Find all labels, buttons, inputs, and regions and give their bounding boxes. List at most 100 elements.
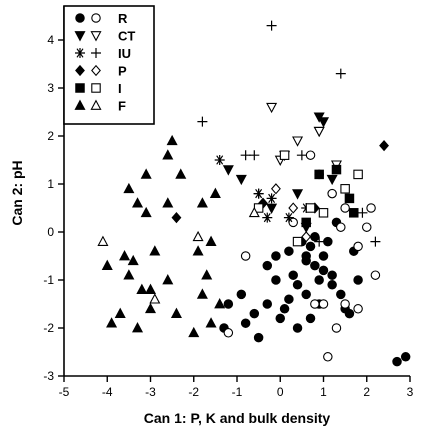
r-circle-filled-point [275, 313, 285, 324]
f-triangle-filled-point [205, 235, 217, 246]
y-tick-label: -1 [43, 273, 54, 287]
f-triangle-filled-point [196, 197, 208, 208]
f-triangle-filled-point [136, 283, 148, 294]
r-circle-open-point [340, 203, 350, 213]
p-diamond-filled-point [171, 211, 182, 224]
legend-r-filled-marker [75, 13, 85, 23]
r-circle-filled-point [284, 294, 294, 304]
x-tick-label: 1 [320, 385, 327, 399]
r-circle-filled-point [279, 304, 290, 314]
x-tick-label: 2 [363, 385, 370, 399]
f-triangle-filled-point [162, 274, 174, 285]
f-triangle-filled-point [106, 317, 118, 328]
y-tick-label: 4 [47, 33, 54, 47]
legend-r-open-marker [91, 13, 101, 23]
f-triangle-filled-point [166, 134, 178, 146]
y-tick-label: 3 [47, 81, 54, 95]
f-triangle-filled-point [162, 197, 174, 208]
iu-plus-open-point [335, 68, 346, 79]
r-circle-open-point [366, 203, 376, 213]
x-tick-label: -2 [188, 385, 199, 399]
r-circle-filled-point [392, 356, 402, 367]
f-triangle-filled-point [123, 182, 135, 194]
x-tick-label: -1 [232, 385, 243, 399]
legend-ct-open-marker [90, 31, 102, 42]
f-triangle-filled-point [127, 254, 139, 266]
legend: R CT IU PIF [63, 5, 155, 125]
p-diamond-open-point [301, 231, 312, 243]
iu-plus-open-point [240, 150, 251, 161]
r-circle-filled-point [292, 280, 303, 290]
y-tick-label: 2 [47, 129, 54, 143]
r-circle-filled-point [271, 275, 281, 285]
x-tick-label: 3 [407, 385, 414, 399]
f-triangle-filled-point [209, 187, 221, 198]
f-triangle-open-point [192, 230, 204, 242]
f-triangle-filled-point [162, 149, 174, 160]
f-triangle-filled-point [144, 302, 157, 314]
i-square-open-point [340, 184, 350, 194]
r-circle-open-point [340, 299, 350, 309]
ct-triangle-down-open-point [292, 136, 304, 147]
iu-plus-open-point [314, 236, 325, 247]
r-circle-open-point [305, 150, 316, 160]
f-triangle-filled-point [201, 269, 213, 280]
y-tick-label: -3 [43, 369, 54, 383]
f-triangle-filled-point [170, 307, 182, 318]
f-triangle-filled-point [196, 288, 208, 299]
r-circle-filled-point [327, 270, 337, 280]
y-axis-title: Can 2: pH [9, 160, 25, 225]
data-points [97, 20, 411, 367]
f-triangle-filled-point [119, 250, 131, 261]
r-circle-open-point [223, 328, 234, 338]
x-tick-label: -5 [59, 385, 70, 399]
iu-plus-open-point [357, 207, 368, 218]
legend-ct-label: CT [118, 29, 135, 44]
ct-triangle-down-filled-point [292, 189, 304, 200]
r-circle-open-point [323, 352, 333, 362]
r-circle-filled-point [305, 241, 316, 252]
p-diamond-open-point [270, 183, 281, 195]
i-square-open-point [292, 236, 303, 247]
iu-plus-open-point [266, 20, 277, 31]
f-triangle-open-point [149, 293, 161, 304]
f-triangle-filled-point [175, 168, 187, 179]
legend-f-label: F [118, 99, 126, 114]
r-circle-filled-point [327, 280, 337, 290]
legend-ct-filled-marker [74, 31, 86, 42]
f-triangle-filled-point [101, 259, 113, 270]
ct-triangle-down-filled-point [222, 165, 234, 176]
f-triangle-filled-point [132, 322, 144, 333]
ct-triangle-down-filled-point [317, 117, 330, 128]
iu-plus-open-point [249, 150, 260, 161]
r-circle-filled-point [318, 265, 329, 276]
legend-p-filled-marker [75, 64, 85, 77]
x-axis-title: Can 1: P, K and bulk density [144, 410, 331, 426]
x-tick-label: -3 [145, 385, 156, 399]
iu-asterisk-open-point [214, 155, 225, 165]
r-circle-open-point [310, 299, 320, 309]
y-tick-label: 0 [47, 225, 54, 239]
r-circle-filled-point [249, 308, 260, 319]
i-square-filled-point [301, 217, 311, 228]
f-triangle-filled-point [205, 317, 217, 328]
legend-p-open-marker [91, 64, 101, 77]
r-circle-open-point [353, 241, 363, 252]
r-circle-filled-point [400, 352, 411, 362]
r-circle-filled-point [271, 251, 281, 261]
r-circle-filled-point [262, 299, 273, 309]
y-ticks: -3 -2 -1 0 1 2 3 4 [43, 33, 64, 383]
iu-asterisk-open-point [283, 212, 294, 223]
ct-triangle-down-open-point [313, 126, 325, 138]
r-circle-filled-point [284, 246, 294, 256]
ct-triangle-down-filled-point [235, 174, 247, 186]
i-square-filled-point [331, 164, 342, 175]
r-circle-filled-point [353, 275, 363, 285]
r-circle-filled-point [240, 318, 251, 328]
i-square-filled-point [349, 208, 359, 218]
r-circle-filled-point [336, 289, 346, 300]
r-circle-filled-point [314, 275, 324, 285]
r-circle-filled-point [301, 251, 311, 261]
y-tick-label: -2 [43, 321, 54, 335]
